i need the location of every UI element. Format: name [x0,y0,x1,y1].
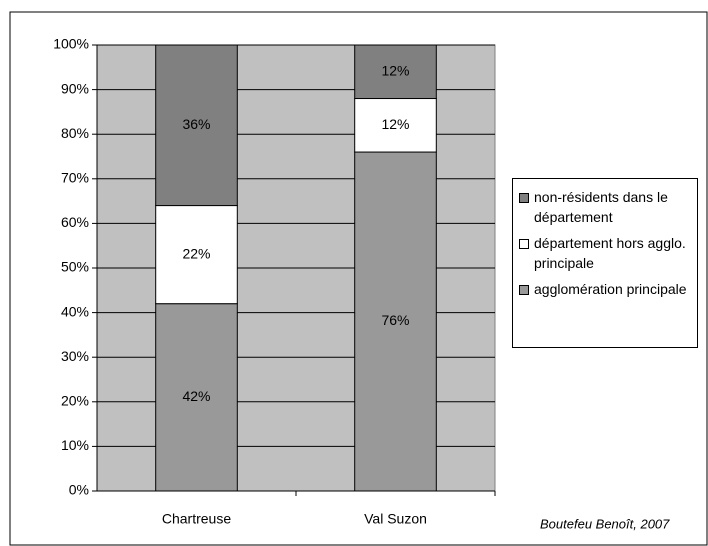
x-tick-label: Chartreuse [162,511,231,527]
bar-segment [354,44,437,100]
data-label: 12% [381,116,409,132]
legend-item: agglomération principale [519,279,697,299]
y-tick-label: 40% [61,303,89,319]
y-tick-label: 60% [61,214,89,230]
bar-segment [155,205,238,305]
y-tick-label: 10% [61,437,89,453]
legend-item: non-résidents dans le département [519,187,697,227]
legend-swatch [519,239,529,249]
source-note: Boutefeu Benoît, 2007 [540,516,670,531]
legend: non-résidents dans le département départe… [512,178,698,348]
y-tick-label: 0% [69,482,89,498]
x-tick-label: Val Suzon [364,511,427,527]
chart-border [9,11,708,546]
bar-segment [155,44,238,207]
y-tick-label: 30% [61,348,89,364]
y-tick-label: 90% [61,80,89,96]
data-label: 42% [182,388,210,404]
legend-swatch [519,193,529,203]
data-label: 76% [381,312,409,328]
data-label: 22% [182,245,210,261]
legend-item: département hors agglo. principale [519,233,697,273]
y-tick-label: 100% [53,36,89,52]
data-label: 36% [182,116,210,132]
legend-label: non-résidents dans le département [534,189,668,225]
legend-label: agglomération principale [534,281,687,297]
legend-label: département hors agglo. principale [534,235,686,271]
y-tick-label: 50% [61,259,89,275]
bar-segment [354,98,437,153]
data-label: 12% [381,62,409,78]
y-tick-label: 20% [61,393,89,409]
y-tick-label: 80% [61,125,89,141]
legend-swatch [519,285,529,295]
y-tick-label: 70% [61,170,89,186]
